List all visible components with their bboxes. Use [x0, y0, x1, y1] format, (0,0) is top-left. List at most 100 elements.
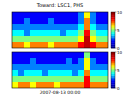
cell [84, 12, 90, 18]
cell [42, 18, 48, 24]
cell [84, 64, 90, 70]
cell [84, 76, 90, 82]
colorbar-step [111, 16, 115, 18]
cell [12, 42, 18, 48]
cell [48, 58, 54, 64]
colorbar-step [111, 23, 115, 25]
cells [12, 52, 108, 88]
cell [72, 36, 78, 42]
cell [48, 42, 54, 48]
cell [30, 58, 36, 64]
cell [84, 36, 90, 42]
cell [66, 58, 72, 64]
cell [66, 82, 72, 88]
cell [54, 30, 60, 36]
cell [60, 70, 66, 76]
cell [12, 30, 18, 36]
cell [24, 18, 30, 24]
cell [78, 70, 84, 76]
cell [12, 18, 18, 24]
cell [72, 76, 78, 82]
colorbar-step [111, 43, 115, 45]
cell [42, 42, 48, 48]
cell [84, 18, 90, 24]
cell [60, 24, 66, 30]
cell [36, 58, 42, 64]
cell [84, 82, 90, 88]
cell [30, 18, 36, 24]
cell [36, 12, 42, 18]
cell [90, 42, 96, 48]
cell [48, 36, 54, 42]
panel: 0510 [12, 50, 123, 91]
colorbar-step [111, 57, 115, 59]
cell [72, 52, 78, 58]
cell [96, 82, 102, 88]
cell [78, 58, 84, 64]
cell [66, 52, 72, 58]
cell [54, 24, 60, 30]
cell [72, 30, 78, 36]
cell [48, 24, 54, 30]
colorbar-step [111, 26, 115, 28]
cell [18, 82, 24, 88]
colorbar-step [111, 17, 115, 19]
colorbar-label: 10 [117, 10, 123, 15]
colorbar-step [111, 37, 115, 39]
cell [42, 30, 48, 36]
cell [78, 52, 84, 58]
cell [66, 64, 72, 70]
cell [36, 18, 42, 24]
cell [30, 24, 36, 30]
cell [84, 42, 90, 48]
cell [90, 82, 96, 88]
cell [102, 42, 108, 48]
cell [90, 24, 96, 30]
cell [60, 64, 66, 70]
colorbar-step [111, 63, 115, 65]
cell [48, 82, 54, 88]
colorbar-step [111, 52, 115, 54]
cell [24, 76, 30, 82]
cell [36, 24, 42, 30]
cell [42, 52, 48, 58]
cell [66, 18, 72, 24]
colorbar-step [111, 77, 115, 79]
cell [78, 18, 84, 24]
cell [36, 64, 42, 70]
cell [18, 76, 24, 82]
cell [30, 70, 36, 76]
cell [30, 42, 36, 48]
cell [42, 24, 48, 30]
cell [30, 76, 36, 82]
cell [24, 24, 30, 30]
cell [24, 64, 30, 70]
cell [96, 12, 102, 18]
cell [24, 58, 30, 64]
cell [60, 76, 66, 82]
cell [42, 12, 48, 18]
cell [90, 76, 96, 82]
colorbar-step [111, 25, 115, 27]
cell [102, 52, 108, 58]
cell [18, 58, 24, 64]
cell [90, 18, 96, 24]
cell [18, 70, 24, 76]
cell [60, 42, 66, 48]
cell [12, 24, 18, 30]
cell [66, 76, 72, 82]
colorbar-step [111, 14, 115, 16]
cell [24, 36, 30, 42]
cell [72, 64, 78, 70]
cell [36, 82, 42, 88]
cell [48, 52, 54, 58]
colorbar-label: 10 [117, 50, 123, 55]
cell [84, 52, 90, 58]
cell [90, 64, 96, 70]
cell [66, 36, 72, 42]
cell [96, 58, 102, 64]
colorbar-label: 5 [117, 68, 120, 73]
cell [66, 12, 72, 18]
cell [96, 70, 102, 76]
cell [60, 82, 66, 88]
